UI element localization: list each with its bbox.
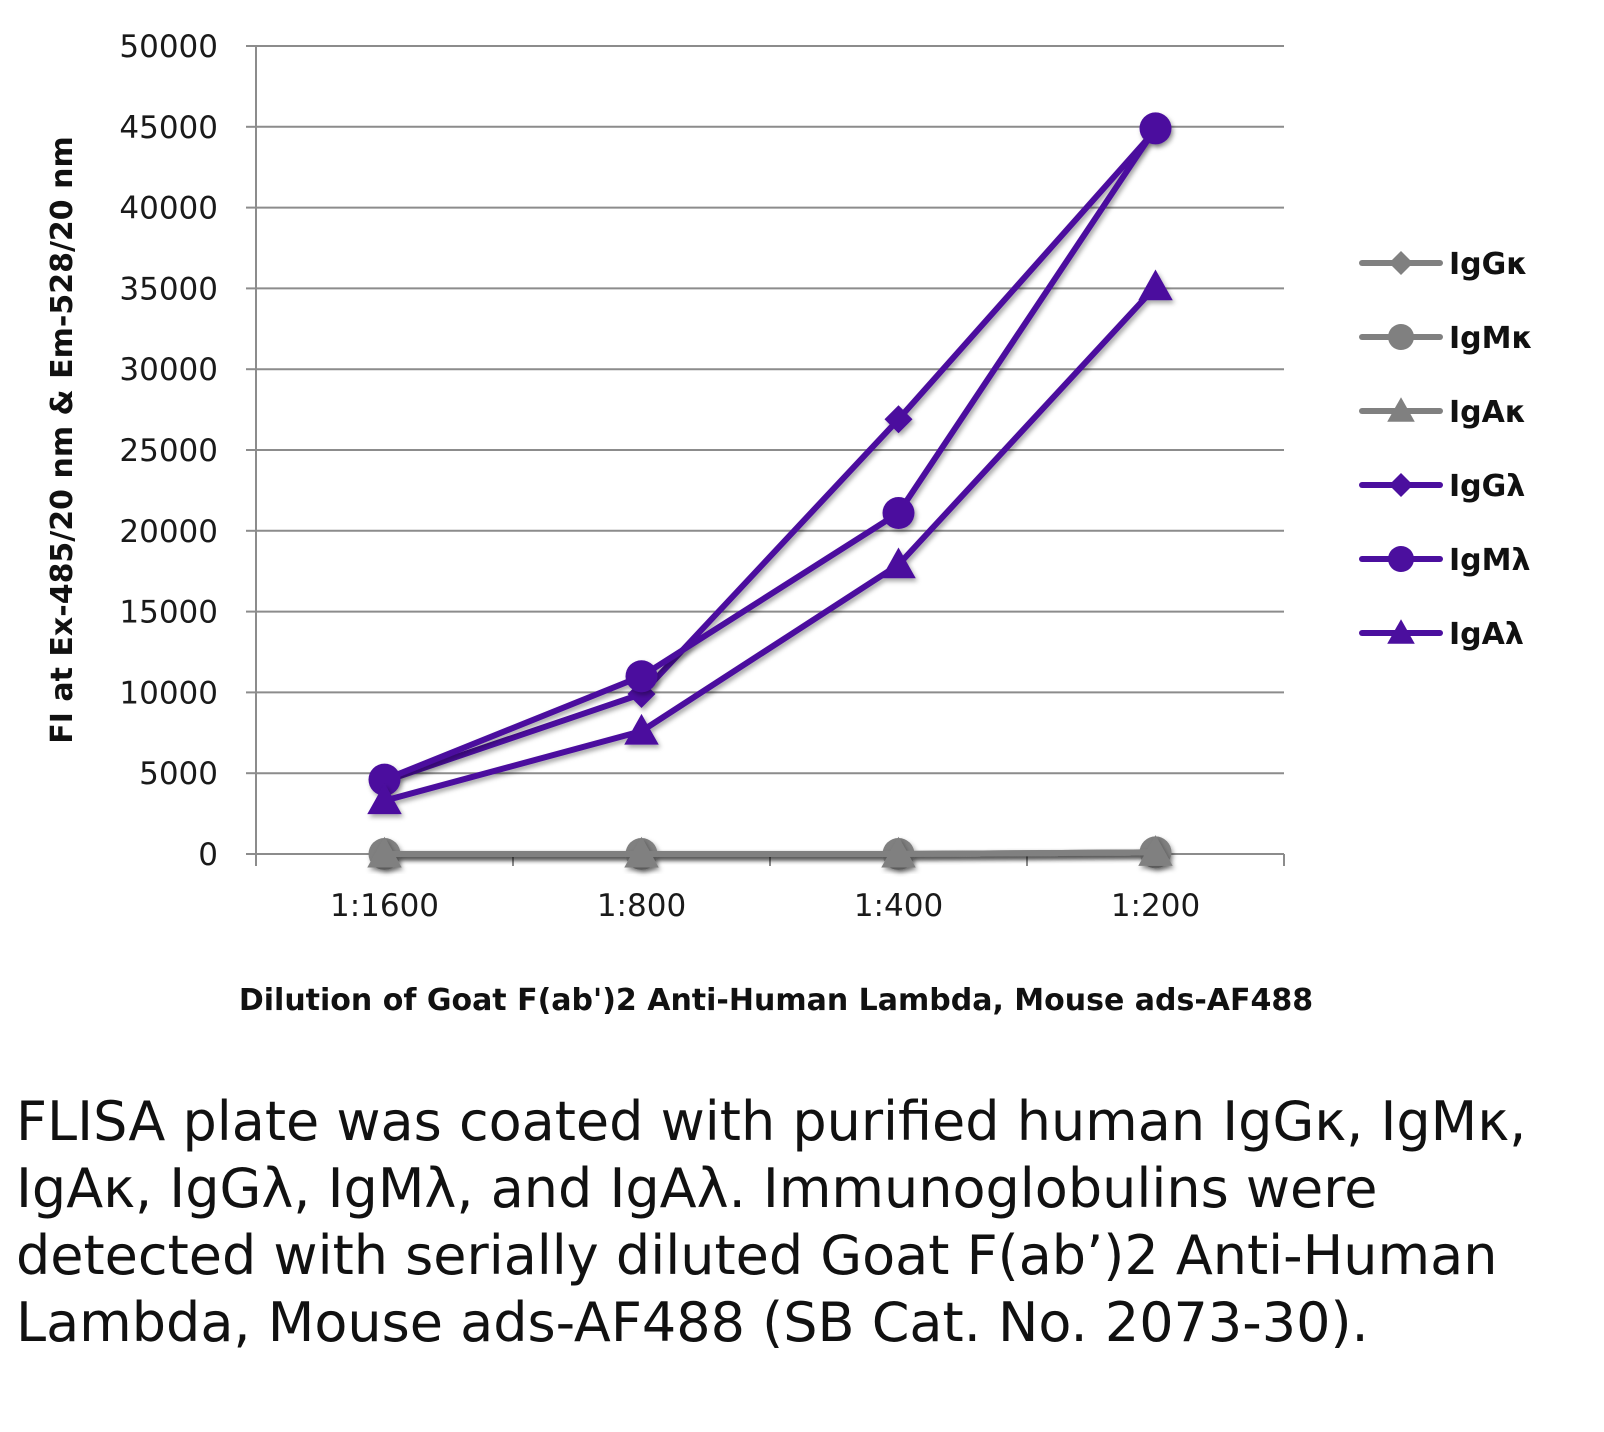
data-point [881,547,916,579]
legend-label: IgMλ [1449,543,1530,578]
legend-entry: IgMλ [1359,543,1530,578]
y-tick-label: 35000 [119,271,218,307]
legend-label: IgAλ [1449,617,1524,652]
y-tick-label: 0 [198,837,218,873]
x-tick-label: 1:200 [1111,888,1200,924]
x-tick-label: 1:400 [854,888,943,924]
legend-marker [1387,619,1415,644]
y-tick-label: 30000 [119,352,218,388]
series-IgAκ [367,835,1173,868]
data-point [884,405,913,434]
legend-label: IgGκ [1449,247,1528,282]
series-IgAλ [367,269,1173,815]
y-tick-label: 50000 [119,29,218,65]
series-line [381,283,1159,804]
y-tick-labels: 0 5000 10000 15000 20000 25000 30000 35000 40000… [119,29,218,873]
figure-caption: FLISA plate was coated with purified hum… [16,1090,1527,1354]
legend-marker [1388,546,1414,572]
y-tick-label: 45000 [119,110,218,146]
y-tick-label: 15000 [119,595,218,631]
data-point [368,763,401,796]
series-line [381,125,1159,783]
legend-entry: IgAλ [1359,617,1524,652]
data-point [1138,835,1173,866]
x-tick-labels: 1:1600 1:800 1:400 1:200 [330,888,1200,924]
x-axis-title: Dilution of Goat F(ab')2 Anti-Human Lamb… [239,983,1313,1018]
legend-label: IgGλ [1449,469,1525,504]
y-tick-label: 40000 [119,191,218,227]
y-tick-label: 25000 [119,433,218,469]
legend-marker [1387,397,1415,422]
legend-entry: IgMκ [1359,321,1533,356]
series-line [381,849,1159,857]
data-point [881,836,916,868]
legend-marker [1389,473,1413,497]
x-tick-label: 1:1600 [330,888,439,924]
y-tick-label: 20000 [119,514,218,550]
data-point [882,497,915,530]
data-point [367,836,402,868]
legend-marker [1388,324,1414,350]
y-tick-label: 5000 [139,756,218,792]
legend-entry: IgGκ [1359,247,1528,282]
data-point [1138,269,1173,301]
legend-entry: IgAκ [1359,395,1526,430]
series-IgMλ [368,112,1172,796]
data-point [624,836,659,868]
series-line [381,127,1159,785]
legend-label: IgAκ [1449,395,1526,430]
x-tick-label: 1:800 [597,888,686,924]
series-group [367,112,1173,870]
y-axis-title: FI at Ex-485/20 nm & Em-528/20 nm [45,136,80,743]
data-point [1139,112,1172,145]
legend-entry: IgGλ [1359,469,1525,504]
data-point [367,783,402,815]
legend-label: IgMκ [1449,321,1533,356]
legend: IgGκ IgMκ IgAκ IgGλ IgMλ IgAλ [1359,247,1533,652]
line-chart: 0 5000 10000 15000 20000 25000 30000 35000 40000… [45,29,1533,1018]
gridlines [246,45,1284,855]
data-point [625,660,658,693]
legend-marker [1389,251,1413,275]
data-point [624,713,659,745]
y-tick-label: 10000 [119,675,218,711]
